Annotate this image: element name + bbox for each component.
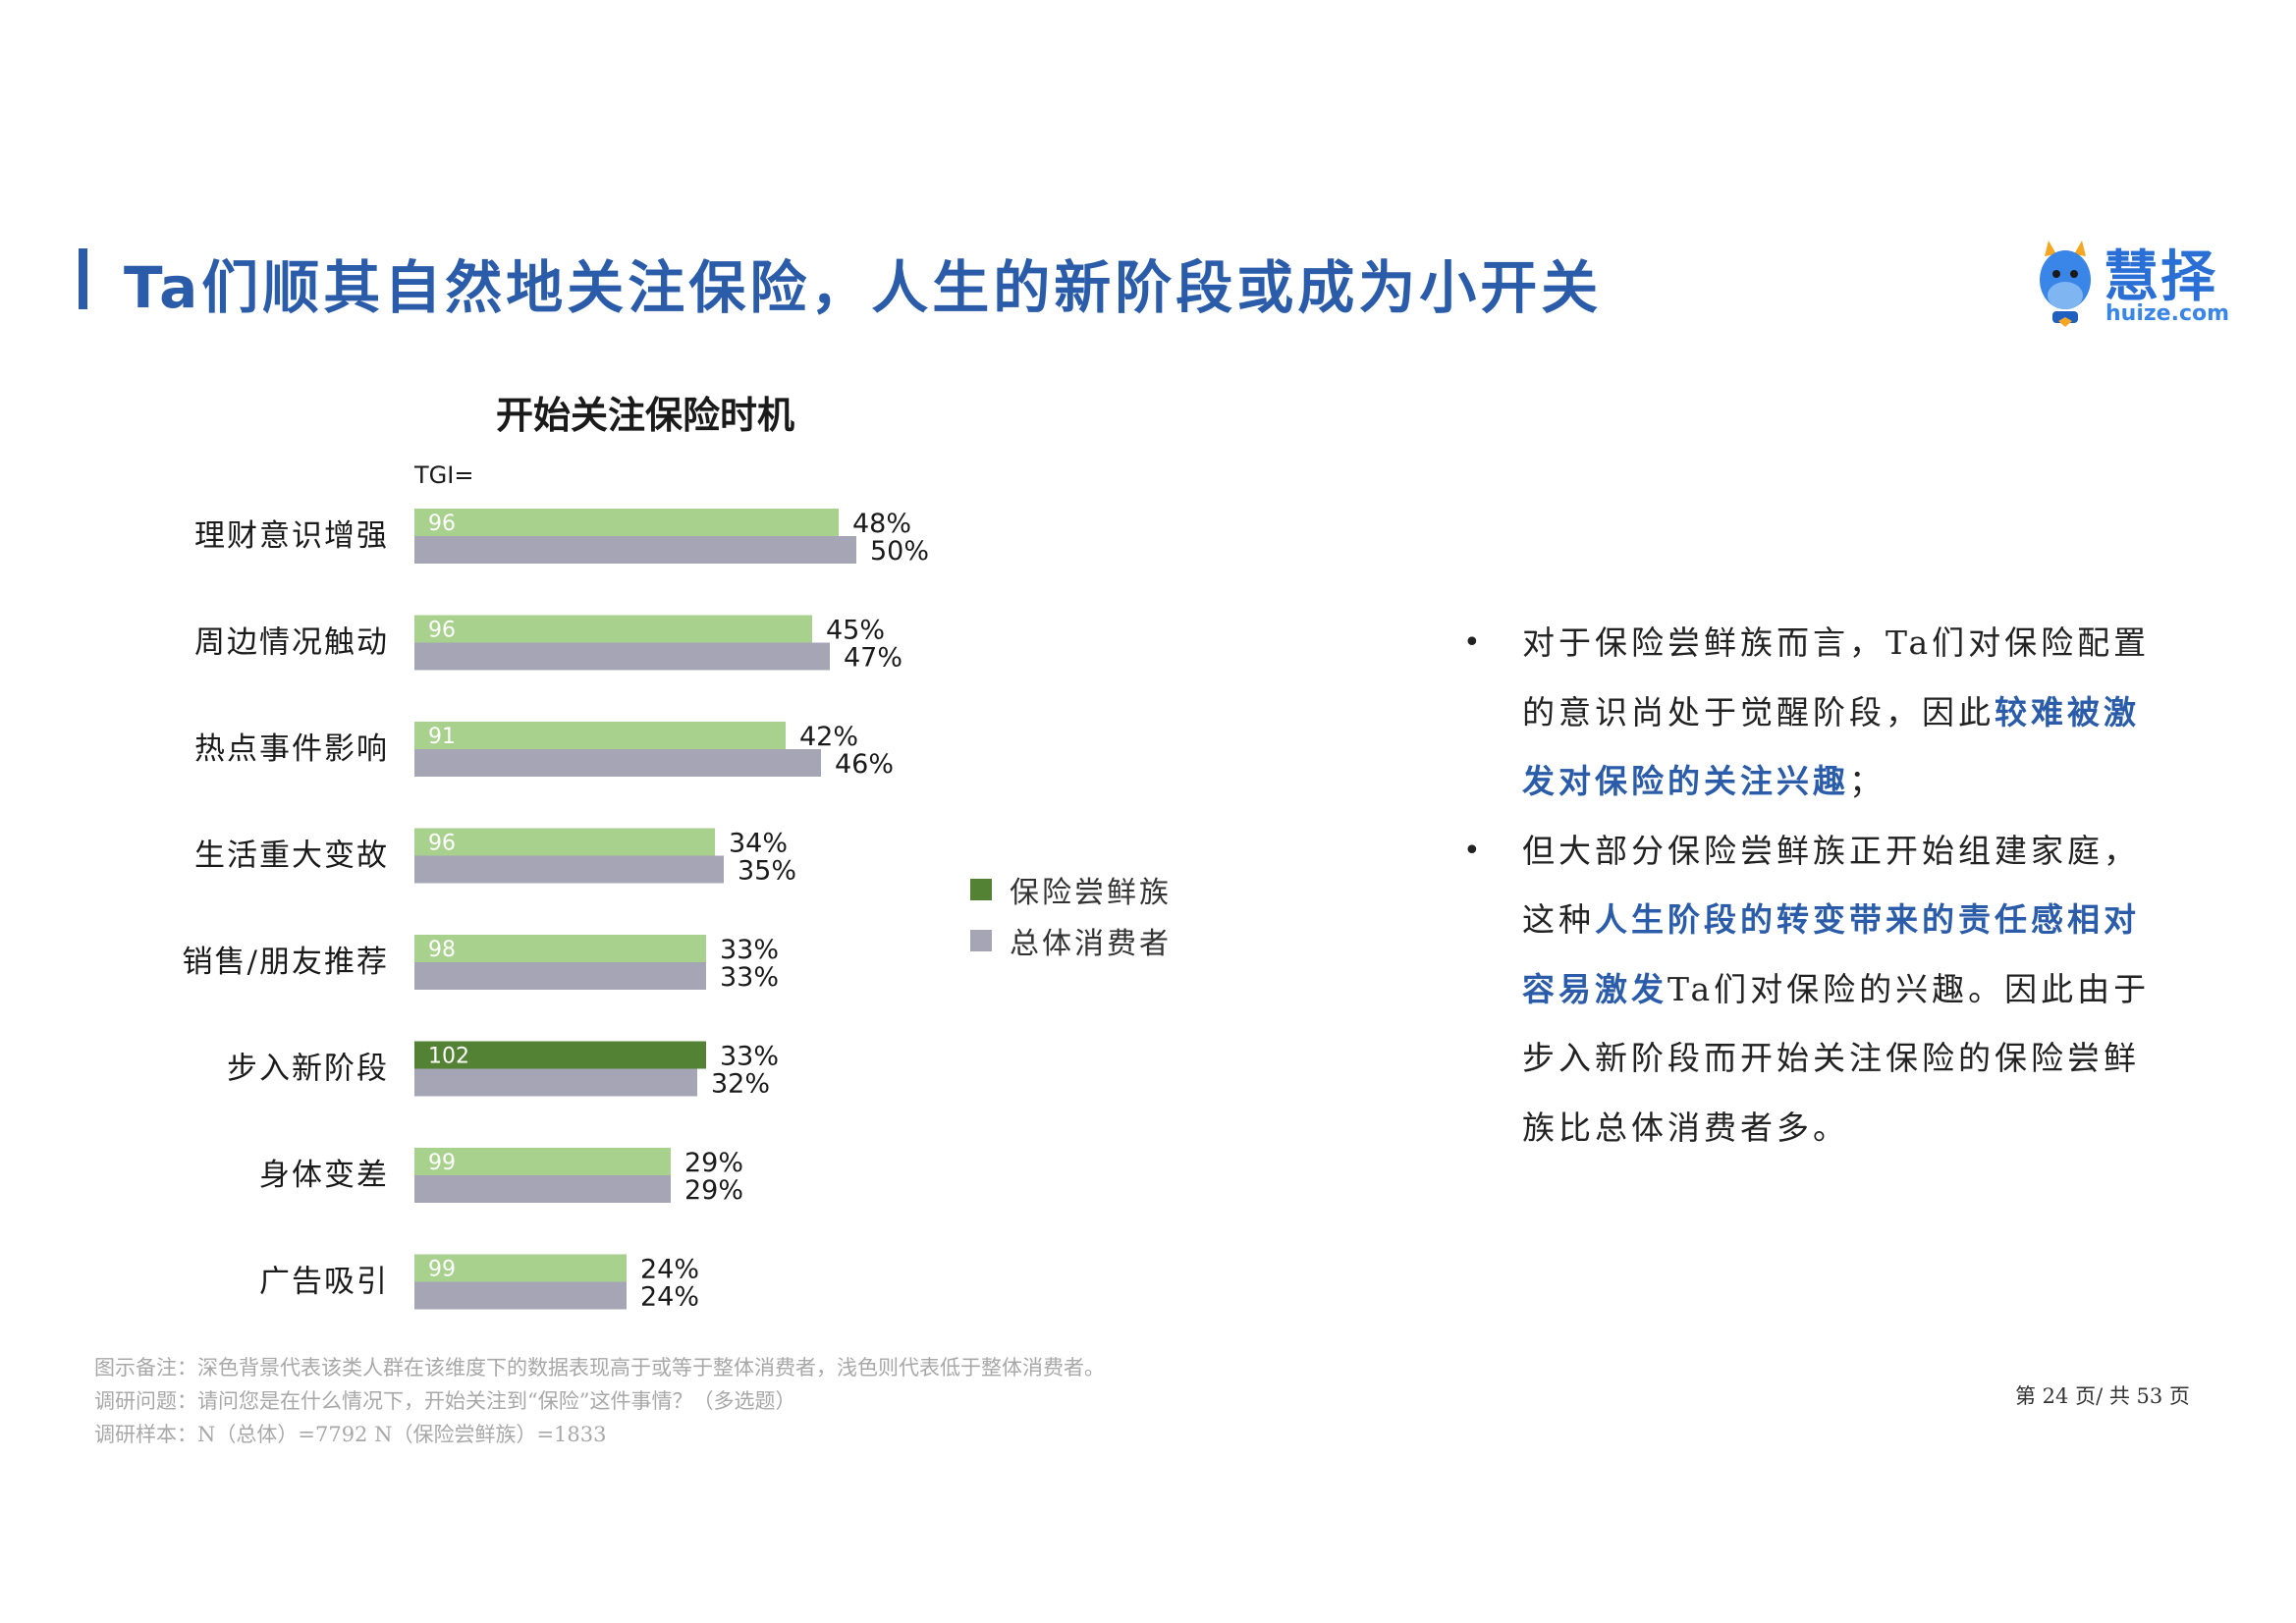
tgi-value: 99 (428, 1151, 456, 1175)
data-label-overall: 47% (844, 643, 902, 674)
data-label-overall: 35% (738, 856, 796, 887)
bar-overall (414, 1281, 627, 1310)
bullet-dot-icon: • (1463, 625, 1485, 660)
bullet-item: • 对于保险尝鲜族而言，Ta们对保险配置的意识尚处于觉醒阶段，因此较难被激发对保险… (1463, 609, 2170, 817)
bar-overall (414, 1175, 671, 1203)
data-label-group: 33% (720, 935, 779, 965)
chart-legend: 保险尝鲜族 总体消费者 (970, 864, 1172, 966)
data-label-group: 42% (799, 722, 858, 752)
category-label: 销售/朋友推荐 (183, 945, 389, 980)
data-label-group: 33% (720, 1042, 779, 1072)
tgi-label: TGI= (413, 461, 473, 489)
bar-overall (414, 642, 830, 671)
data-label-overall: 32% (711, 1069, 770, 1100)
tgi-value: 96 (428, 832, 456, 856)
bullet-text: ； (1849, 762, 1886, 800)
data-label-group: 45% (826, 616, 885, 646)
tgi-value: 91 (428, 725, 456, 749)
tgi-value: 96 (428, 512, 456, 536)
category-label: 周边情况触动 (194, 625, 389, 661)
legend-item-group: 保险尝鲜族 (970, 864, 1172, 915)
logo-text: 慧择 (2104, 245, 2217, 309)
data-label-overall: 24% (640, 1282, 699, 1313)
bar-group (414, 828, 715, 856)
bullet-text: 但大部分保险尝鲜族正开始组建家庭，这种 (1522, 831, 2140, 940)
insight-bullets: • 对于保险尝鲜族而言，Ta们对保险配置的意识尚处于觉醒阶段，因此较难被激发对保险… (1463, 609, 2170, 1163)
legend-swatch-group (970, 879, 992, 900)
bar-overall (414, 536, 856, 564)
bullet-text: 对于保险尝鲜族而言，Ta们对保险配置的意识尚处于觉醒阶段，因此 (1522, 623, 2151, 731)
data-label-group: 29% (684, 1148, 743, 1178)
logo: 慧择 huize.com (2031, 233, 2237, 331)
tgi-value: 102 (428, 1045, 469, 1069)
legend-label-group: 保险尝鲜族 (1010, 876, 1172, 910)
data-label-group: 34% (729, 829, 788, 859)
tgi-value: 98 (428, 938, 456, 962)
horse-mascot-icon (2040, 241, 2091, 327)
logo-url: huize.com (2105, 301, 2230, 326)
data-label-group: 48% (852, 509, 911, 539)
category-label: 生活重大变故 (194, 839, 389, 874)
bullet-highlight: 人生阶段的转变带来的责任感相对容易激发 (1522, 900, 2140, 1008)
bullet-item: • 但大部分保险尝鲜族正开始组建家庭，这种人生阶段的转变带来的责任感相对容易激发T… (1463, 817, 2170, 1163)
bar-group (414, 722, 786, 749)
footnotes: 图示备注：深色背景代表该类人群在该维度下的数据表现高于或等于整体消费者，浅色则代… (94, 1351, 1105, 1451)
title-accent-bar (79, 248, 87, 309)
data-label-overall: 33% (720, 962, 779, 993)
bar-chart: TGI= 理财意识增强 96 48%50% 周边情况触动 96 45%47% 热点事件影响 91… (183, 461, 929, 1313)
tgi-value: 96 (428, 619, 456, 643)
bar-group (414, 1148, 671, 1175)
data-label-overall: 50% (870, 536, 929, 567)
bar-overall (414, 962, 706, 990)
bar-group (414, 1254, 627, 1282)
bar-overall (414, 855, 724, 884)
category-label: 身体变差 (259, 1158, 389, 1193)
bar-group (414, 509, 839, 536)
footnote-question: 调研问题：请问您是在什么情况下，开始关注到“保险”这件事情？（多选题） (94, 1389, 796, 1413)
bar-overall (414, 749, 821, 777)
category-label: 理财意识增强 (194, 518, 389, 554)
data-label-overall: 46% (835, 749, 894, 780)
legend-label-overall: 总体消费者 (1010, 927, 1172, 961)
chart-title: 开始关注保险时机 (496, 394, 795, 437)
category-label: 热点事件影响 (194, 731, 389, 767)
bar-group (414, 935, 706, 962)
page-title: Ta们顺其自然地关注保险，人生的新阶段或成为小开关 (124, 254, 1603, 321)
legend-swatch-overall (970, 930, 992, 951)
bar-group (414, 615, 812, 643)
footnote-legend-note: 图示备注：深色背景代表该类人群在该维度下的数据表现高于或等于整体消费者，浅色则代… (94, 1356, 1105, 1380)
tgi-value: 99 (428, 1258, 456, 1282)
data-label-group: 24% (640, 1255, 699, 1285)
bar-group (414, 1041, 706, 1069)
bullet-highlight: 较难被激发对保险的关注兴趣 (1522, 692, 2140, 801)
bar-overall (414, 1068, 697, 1097)
footnote-sample: 调研样本：N（总体）=7792 N（保险尝鲜族）=1833 (94, 1423, 607, 1446)
data-label-overall: 29% (684, 1175, 743, 1206)
page-number: 第 24 页/ 共 53 页 (2015, 1384, 2190, 1408)
bullet-text: Ta们对保险的兴趣。因此由于步入新阶段而开始关注保险的保险尝鲜族比总体消费者多。 (1522, 969, 2151, 1147)
legend-item-overall: 总体消费者 (970, 915, 1172, 966)
bullet-dot-icon: • (1463, 833, 1485, 868)
category-label: 步入新阶段 (227, 1052, 389, 1087)
category-label: 广告吸引 (259, 1265, 389, 1300)
